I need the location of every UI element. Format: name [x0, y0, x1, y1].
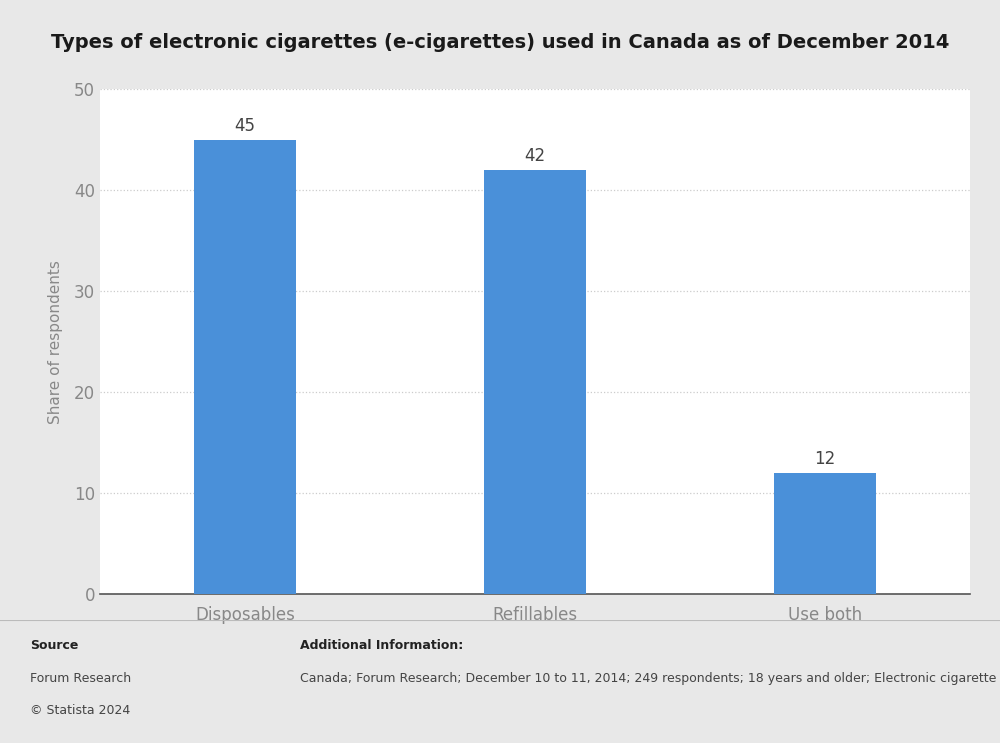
Text: Types of electronic cigarettes (e-cigarettes) used in Canada as of December 2014: Types of electronic cigarettes (e-cigare…	[51, 33, 949, 53]
Text: © Statista 2024: © Statista 2024	[30, 704, 130, 717]
Text: Forum Research: Forum Research	[30, 672, 131, 685]
Text: 42: 42	[524, 147, 546, 165]
Text: Canada; Forum Research; December 10 to 11, 2014; 249 respondents; 18 years and o: Canada; Forum Research; December 10 to 1…	[300, 672, 1000, 685]
Text: 12: 12	[814, 450, 836, 468]
Text: Source: Source	[30, 639, 78, 652]
Bar	[194, 140, 296, 594]
Bar	[774, 473, 876, 594]
Text: Additional Information:: Additional Information:	[300, 639, 463, 652]
Y-axis label: Share of respondents: Share of respondents	[48, 260, 63, 424]
Bar	[484, 170, 586, 594]
Text: 45: 45	[234, 117, 256, 134]
